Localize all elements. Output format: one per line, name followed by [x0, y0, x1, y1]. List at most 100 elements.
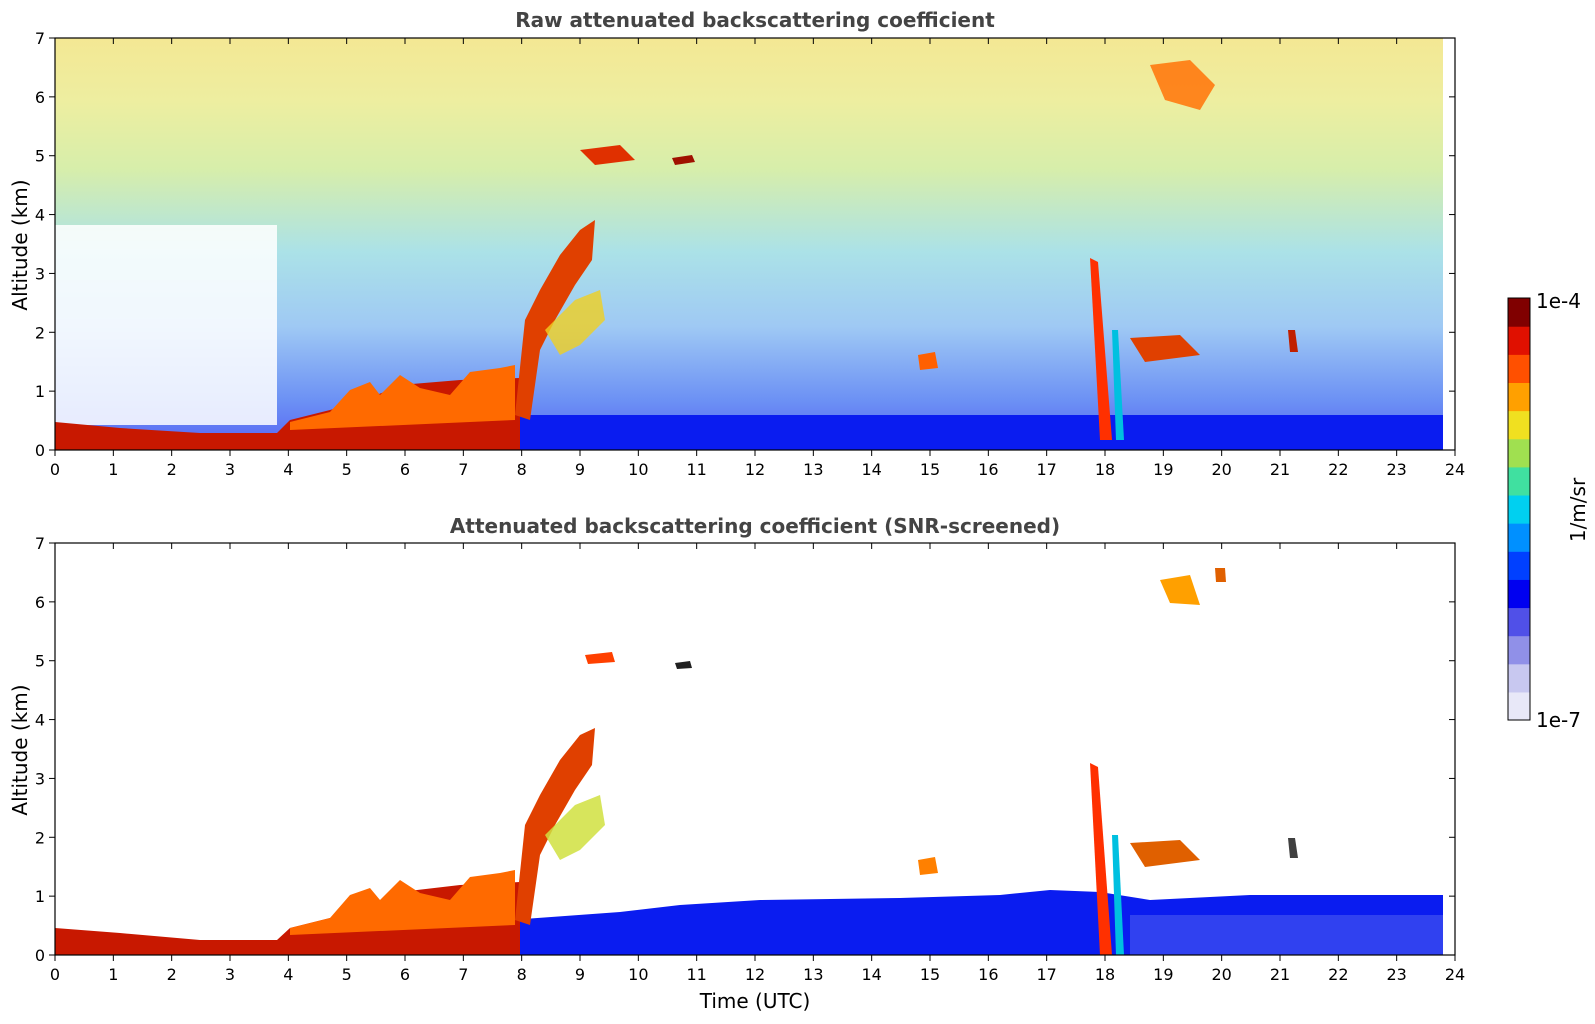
scr-x-tick-label: 4: [283, 965, 293, 984]
raw-x-tick-label: 5: [342, 460, 352, 479]
screened-x-axis-label: Time (UTC): [699, 989, 811, 1013]
raw-x-tick-label: 2: [167, 460, 177, 479]
raw-x-tick-label: 12: [745, 460, 765, 479]
colorbar: 1e-4 1e-7 1/m/sr: [1507, 289, 1590, 732]
screened-midlevel-cloud: [1130, 840, 1200, 867]
colorbar-segment: [1508, 466, 1530, 496]
colorbar-min-label: 1e-7: [1536, 708, 1581, 732]
scr-x-tick-label: 23: [1386, 965, 1406, 984]
raw-y-tick-label: 6: [35, 88, 45, 107]
raw-x-tick-label: 18: [1095, 460, 1115, 479]
screened-plot-area: [55, 568, 1443, 955]
scr-y-tick-label: 0: [35, 946, 45, 965]
scr-x-tick-label: 5: [342, 965, 352, 984]
screened-high-cloud: [1160, 575, 1200, 605]
scr-x-tick-label: 13: [803, 965, 823, 984]
colorbar-frame: [1507, 297, 1531, 721]
scr-x-tick-label: 16: [978, 965, 998, 984]
colorbar-segment: [1508, 410, 1530, 440]
raw-x-tick-label: 20: [1211, 460, 1231, 479]
raw-cloud-5km-b: [672, 155, 695, 165]
raw-y-tick-label: 2: [35, 323, 45, 342]
colorbar-segment: [1508, 635, 1530, 665]
raw-y-axis-label: Altitude (km): [8, 179, 32, 310]
raw-y-tick-label: 7: [35, 29, 45, 48]
screened-high-cloud-b: [1215, 568, 1226, 582]
raw-plume-fringe: [545, 290, 605, 355]
screened-cloud-5km: [585, 652, 615, 664]
raw-x-tick-label: 9: [575, 460, 585, 479]
raw-x-tick-label: 1: [108, 460, 118, 479]
colorbar-segment: [1508, 691, 1530, 721]
colorbar-max-label: 1e-4: [1536, 289, 1581, 313]
raw-background-signal: [55, 38, 1443, 450]
scr-y-tick-label: 4: [35, 711, 45, 730]
raw-y-tick-label: 3: [35, 264, 45, 283]
colorbar-segment: [1508, 551, 1530, 580]
raw-precip-streak: [1090, 258, 1112, 440]
raw-aerosol-layer-top: [290, 365, 515, 430]
screened-axes-frame: [54, 542, 1456, 956]
screened-light-band: [1130, 915, 1443, 955]
raw-x-tick-label: 3: [225, 460, 235, 479]
raw-y-tick-label: 0: [35, 441, 45, 460]
screened-x-axis: 0 1 2 3 4 5 6 7 8 9 10 11 12 13 14 15 16 17 18 19 20 21 22 23 24: [50, 543, 1465, 984]
raw-high-cloud: [1150, 60, 1215, 110]
colorbar-segment: [1508, 438, 1530, 468]
raw-precip-streak-b: [1112, 330, 1124, 440]
scr-y-tick-label: 3: [35, 769, 45, 788]
scr-x-tick-label: 9: [575, 965, 585, 984]
raw-clear-region: [55, 225, 277, 425]
raw-x-tick-label: 15: [920, 460, 940, 479]
scr-x-tick-label: 10: [628, 965, 648, 984]
scr-y-tick-label: 7: [35, 534, 45, 553]
raw-x-tick-label: 23: [1386, 460, 1406, 479]
scr-x-tick-label: 22: [1328, 965, 1348, 984]
scr-x-tick-label: 19: [1153, 965, 1173, 984]
colorbar-segment: [1508, 579, 1530, 609]
raw-x-tick-label: 8: [517, 460, 527, 479]
raw-x-tick-label: 7: [458, 460, 468, 479]
colorbar-segment: [1508, 663, 1530, 693]
raw-surface-blue-band: [510, 415, 1443, 450]
raw-x-tick-label: 24: [1445, 460, 1465, 479]
screened-aerosol-layer-top: [290, 870, 515, 935]
scr-x-tick-label: 11: [686, 965, 706, 984]
raw-x-tick-label: 13: [803, 460, 823, 479]
scr-x-tick-label: 7: [458, 965, 468, 984]
raw-x-axis: 0 1 2 3 4 5 6 7 8 9 10 11 12 13 14 15 16 17 18 19 20 21 22 23 24: [50, 38, 1465, 479]
scr-x-tick-label: 17: [1036, 965, 1056, 984]
screened-chart-title: Attenuated backscattering coefficient (S…: [450, 514, 1060, 538]
raw-y-tick-label: 1: [35, 382, 45, 401]
raw-x-tick-label: 4: [283, 460, 293, 479]
colorbar-unit-label: 1/m/sr: [1566, 477, 1590, 542]
raw-small-cloud-21: [1288, 330, 1298, 352]
scr-x-tick-label: 1: [108, 965, 118, 984]
scr-x-tick-label: 20: [1211, 965, 1231, 984]
scr-x-tick-label: 21: [1270, 965, 1290, 984]
screened-rising-plume: [515, 728, 595, 925]
screened-precip-streak-b: [1112, 835, 1124, 955]
scr-x-tick-label: 14: [861, 965, 881, 984]
scr-y-tick-label: 6: [35, 593, 45, 612]
screened-y-axis: 0 1 2 3 4 5 6 7: [35, 534, 1455, 965]
raw-chart-title: Raw attenuated backscattering coefficien…: [515, 8, 995, 32]
scr-x-tick-label: 15: [920, 965, 940, 984]
scr-y-tick-label: 2: [35, 828, 45, 847]
scr-x-tick-label: 2: [167, 965, 177, 984]
colorbar-segment: [1508, 494, 1530, 524]
raw-x-tick-label: 11: [686, 460, 706, 479]
colorbar-segment: [1508, 607, 1530, 637]
scr-x-tick-label: 0: [50, 965, 60, 984]
colorbar-segment: [1508, 298, 1530, 327]
raw-x-tick-label: 10: [628, 460, 648, 479]
screened-small-cloud-21: [1288, 838, 1298, 858]
raw-x-tick-label: 17: [1036, 460, 1056, 479]
scr-x-tick-label: 24: [1445, 965, 1465, 984]
raw-y-axis: 0 1 2 3 4 5 6 7: [35, 29, 1455, 460]
scr-x-tick-label: 6: [400, 965, 410, 984]
raw-plot-area: [55, 38, 1443, 450]
raw-x-tick-label: 21: [1270, 460, 1290, 479]
